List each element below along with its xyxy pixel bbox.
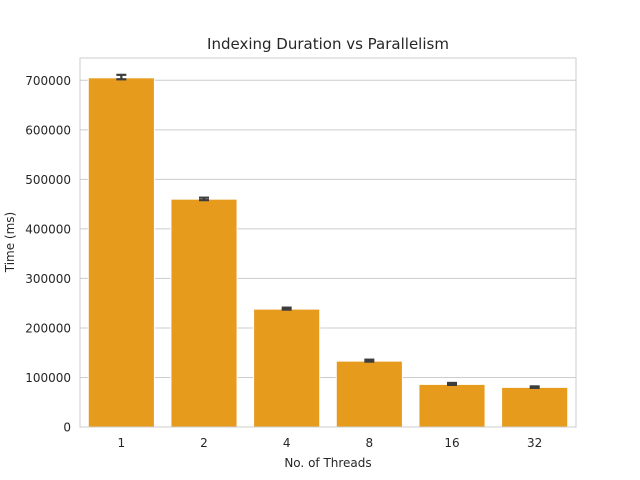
error-bar-32 (529, 385, 540, 389)
y-tick-label: 300000 (25, 272, 71, 286)
y-tick-labels: 0 100000 200000 300000 400000 500000 600000 700… (25, 74, 71, 435)
bar-1 (87, 77, 155, 428)
x-tick-labels: 1 2 4 8 16 32 (118, 436, 543, 450)
y-tick-label: 100000 (25, 371, 71, 385)
x-axis-label: No. of Threads (284, 456, 371, 470)
x-tick-label: 32 (527, 436, 542, 450)
error-bar-8 (364, 358, 375, 363)
y-axis-label: Time (ms) (3, 212, 17, 274)
bar-16 (418, 383, 486, 428)
bar-32 (501, 386, 569, 428)
error-bar-2 (199, 196, 209, 202)
y-tick-label: 200000 (25, 321, 71, 335)
y-tick-label: 400000 (25, 222, 71, 236)
bar-8 (335, 360, 403, 428)
y-tick-label: 600000 (25, 123, 71, 137)
error-bar-1 (116, 73, 127, 81)
y-tick-label: 0 (63, 421, 71, 435)
y-tick-label: 500000 (25, 173, 71, 187)
y-tick-label: 700000 (25, 74, 71, 88)
plot-frame (79, 57, 577, 428)
bar-4 (253, 308, 321, 428)
bar-2 (170, 198, 238, 428)
error-bars (116, 73, 540, 389)
x-tick-label: 1 (118, 436, 126, 450)
gridlines (80, 79, 576, 428)
chart-title: Indexing Duration vs Parallelism (207, 35, 449, 53)
bars (87, 77, 569, 428)
error-bar-4 (281, 306, 292, 311)
x-tick-label: 16 (444, 436, 459, 450)
x-tick-label: 2 (200, 436, 208, 450)
x-tick-label: 8 (366, 436, 374, 450)
error-bar-16 (447, 381, 457, 386)
x-tick-label: 4 (283, 436, 291, 450)
